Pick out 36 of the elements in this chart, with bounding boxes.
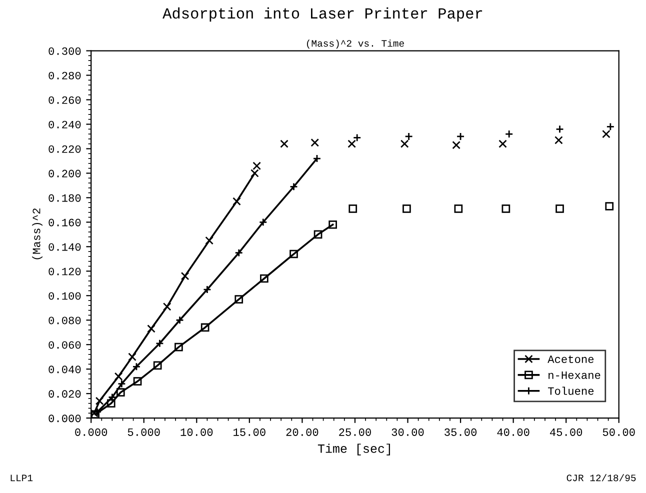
y-tick-label: 0.220	[48, 145, 81, 153]
y-tick-label: 0.200	[48, 170, 81, 178]
text: LLP1	[10, 474, 33, 482]
y-axis-title: (Mass)^2	[32, 208, 42, 260]
chart-subtitle: (Mass)^2 vs. Time	[307, 40, 404, 49]
x-tick-label: 45.00	[550, 428, 582, 436]
y-tick-label: 0.160	[48, 218, 81, 226]
x-tick-label: 0.000	[75, 428, 108, 436]
y-tick-label: 0.020	[48, 390, 81, 398]
x-tick-label: 5.000	[128, 428, 160, 436]
y-tick-label: 0.060	[48, 341, 81, 349]
y-tick-label: 0.260	[48, 96, 81, 104]
legend-label: Toluene	[548, 386, 594, 395]
x-axis-title: Time [sec]	[318, 444, 390, 456]
x-tick-label: 30.00	[392, 428, 424, 436]
x-tick-label: 15.00	[234, 428, 266, 436]
x-tick-label: 35.00	[444, 428, 477, 436]
y-tick-label: 0.040	[48, 366, 81, 374]
y-tick-label: 0.240	[48, 120, 81, 128]
chart-title: Adsorption into Laser Printer Paper	[162, 7, 482, 22]
legend-label: n-Hexane	[548, 372, 600, 379]
legend-label: Acetone	[548, 356, 594, 364]
y-tick-label: 0.280	[48, 72, 81, 80]
y-tick-label: 0.140	[48, 243, 81, 251]
x-tick-label: 50.00	[602, 428, 635, 436]
y-tick-label: 0.100	[48, 292, 81, 300]
text: CJR 12/18/95	[566, 474, 636, 482]
y-tick-label: 0.120	[48, 268, 81, 276]
x-tick-label: 20.00	[286, 428, 318, 436]
x-tick-label: 10.00	[180, 428, 213, 436]
y-tick-label: 0.080	[48, 316, 81, 324]
x-tick-label: 25.00	[339, 428, 371, 436]
y-tick-label: 0.000	[48, 414, 81, 422]
y-tick-label: 0.180	[48, 194, 81, 202]
x-tick-label: 40.00	[497, 428, 530, 436]
y-tick-label: 0.300	[48, 47, 81, 55]
